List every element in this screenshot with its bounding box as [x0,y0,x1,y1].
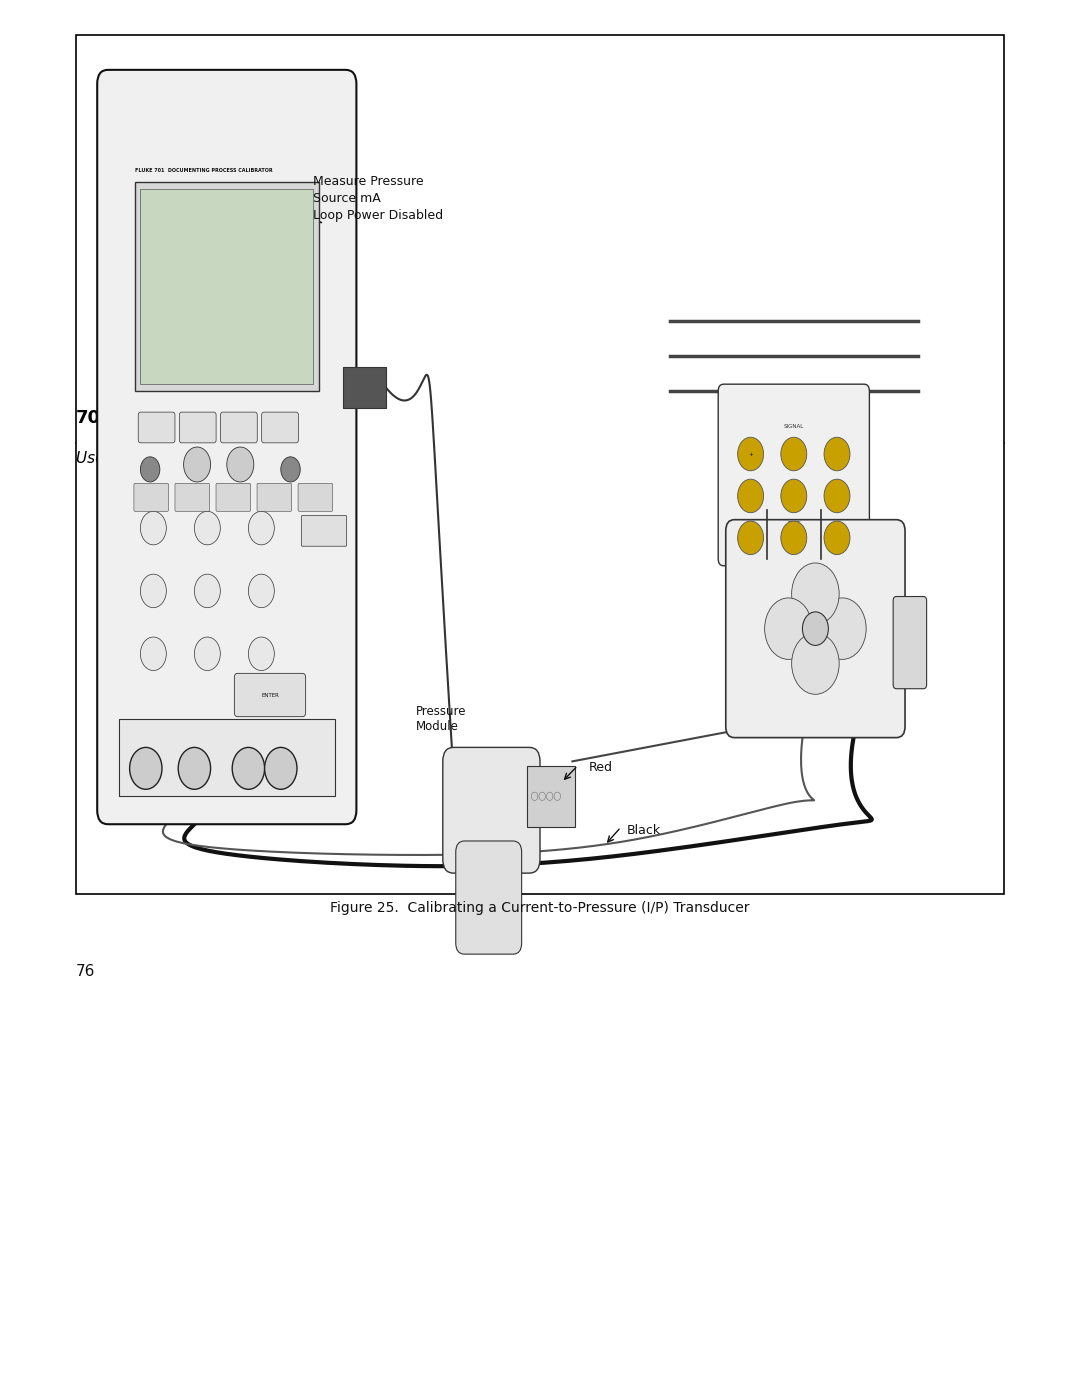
Text: Figure 25.  Calibrating a Current-to-Pressure (I/P) Transducer: Figure 25. Calibrating a Current-to-Pres… [330,901,750,915]
Circle shape [184,447,211,482]
Text: FLUKE 701  DOCUMENTING PROCESS CALIBRATOR: FLUKE 701 DOCUMENTING PROCESS CALIBRATOR [135,168,272,173]
Circle shape [824,437,850,471]
Circle shape [248,574,274,608]
Circle shape [745,398,842,524]
FancyBboxPatch shape [726,520,905,738]
Circle shape [140,511,166,545]
Text: ENTER: ENTER [261,693,279,698]
Text: Red: Red [589,761,612,774]
FancyBboxPatch shape [527,766,575,827]
FancyBboxPatch shape [135,182,319,391]
FancyBboxPatch shape [298,483,333,511]
FancyBboxPatch shape [893,597,927,689]
Text: Users Manual: Users Manual [76,451,178,467]
FancyBboxPatch shape [257,483,292,511]
FancyBboxPatch shape [138,412,175,443]
Circle shape [265,747,297,789]
Circle shape [824,479,850,513]
Circle shape [194,574,220,608]
Circle shape [140,637,166,671]
Text: SIGNAL: SIGNAL [784,423,804,429]
Circle shape [738,437,764,471]
FancyBboxPatch shape [301,515,347,546]
Circle shape [281,457,300,482]
Circle shape [792,633,839,694]
FancyBboxPatch shape [261,412,298,443]
Circle shape [765,598,812,659]
Circle shape [781,437,807,471]
FancyBboxPatch shape [343,367,386,408]
FancyBboxPatch shape [718,384,869,566]
Circle shape [781,521,807,555]
FancyBboxPatch shape [456,841,522,954]
Circle shape [140,457,160,482]
Text: Black: Black [626,824,661,837]
Circle shape [792,563,839,624]
Circle shape [178,747,211,789]
FancyBboxPatch shape [140,189,313,384]
Text: TEST: TEST [787,521,800,527]
Circle shape [248,511,274,545]
Circle shape [819,598,866,659]
Text: Pressure
Module: Pressure Module [416,705,467,733]
Text: 76: 76 [76,964,95,979]
Circle shape [738,479,764,513]
FancyBboxPatch shape [234,673,306,717]
FancyBboxPatch shape [97,70,356,824]
FancyBboxPatch shape [175,483,210,511]
FancyBboxPatch shape [443,747,540,873]
FancyBboxPatch shape [119,719,335,796]
Circle shape [130,747,162,789]
Circle shape [802,612,828,645]
Text: Measure Pressure
Source mA
Loop Power Disabled: Measure Pressure Source mA Loop Power Di… [313,175,443,222]
Circle shape [738,521,764,555]
Text: +: + [748,451,753,457]
Circle shape [194,637,220,671]
Circle shape [232,747,265,789]
Circle shape [227,447,254,482]
Circle shape [194,511,220,545]
Circle shape [781,479,807,513]
Circle shape [248,637,274,671]
Text: 701/702: 701/702 [76,408,158,426]
FancyBboxPatch shape [76,35,1004,894]
FancyBboxPatch shape [220,412,257,443]
FancyBboxPatch shape [134,483,168,511]
FancyBboxPatch shape [179,412,216,443]
FancyBboxPatch shape [216,483,251,511]
Circle shape [824,521,850,555]
Circle shape [140,574,166,608]
